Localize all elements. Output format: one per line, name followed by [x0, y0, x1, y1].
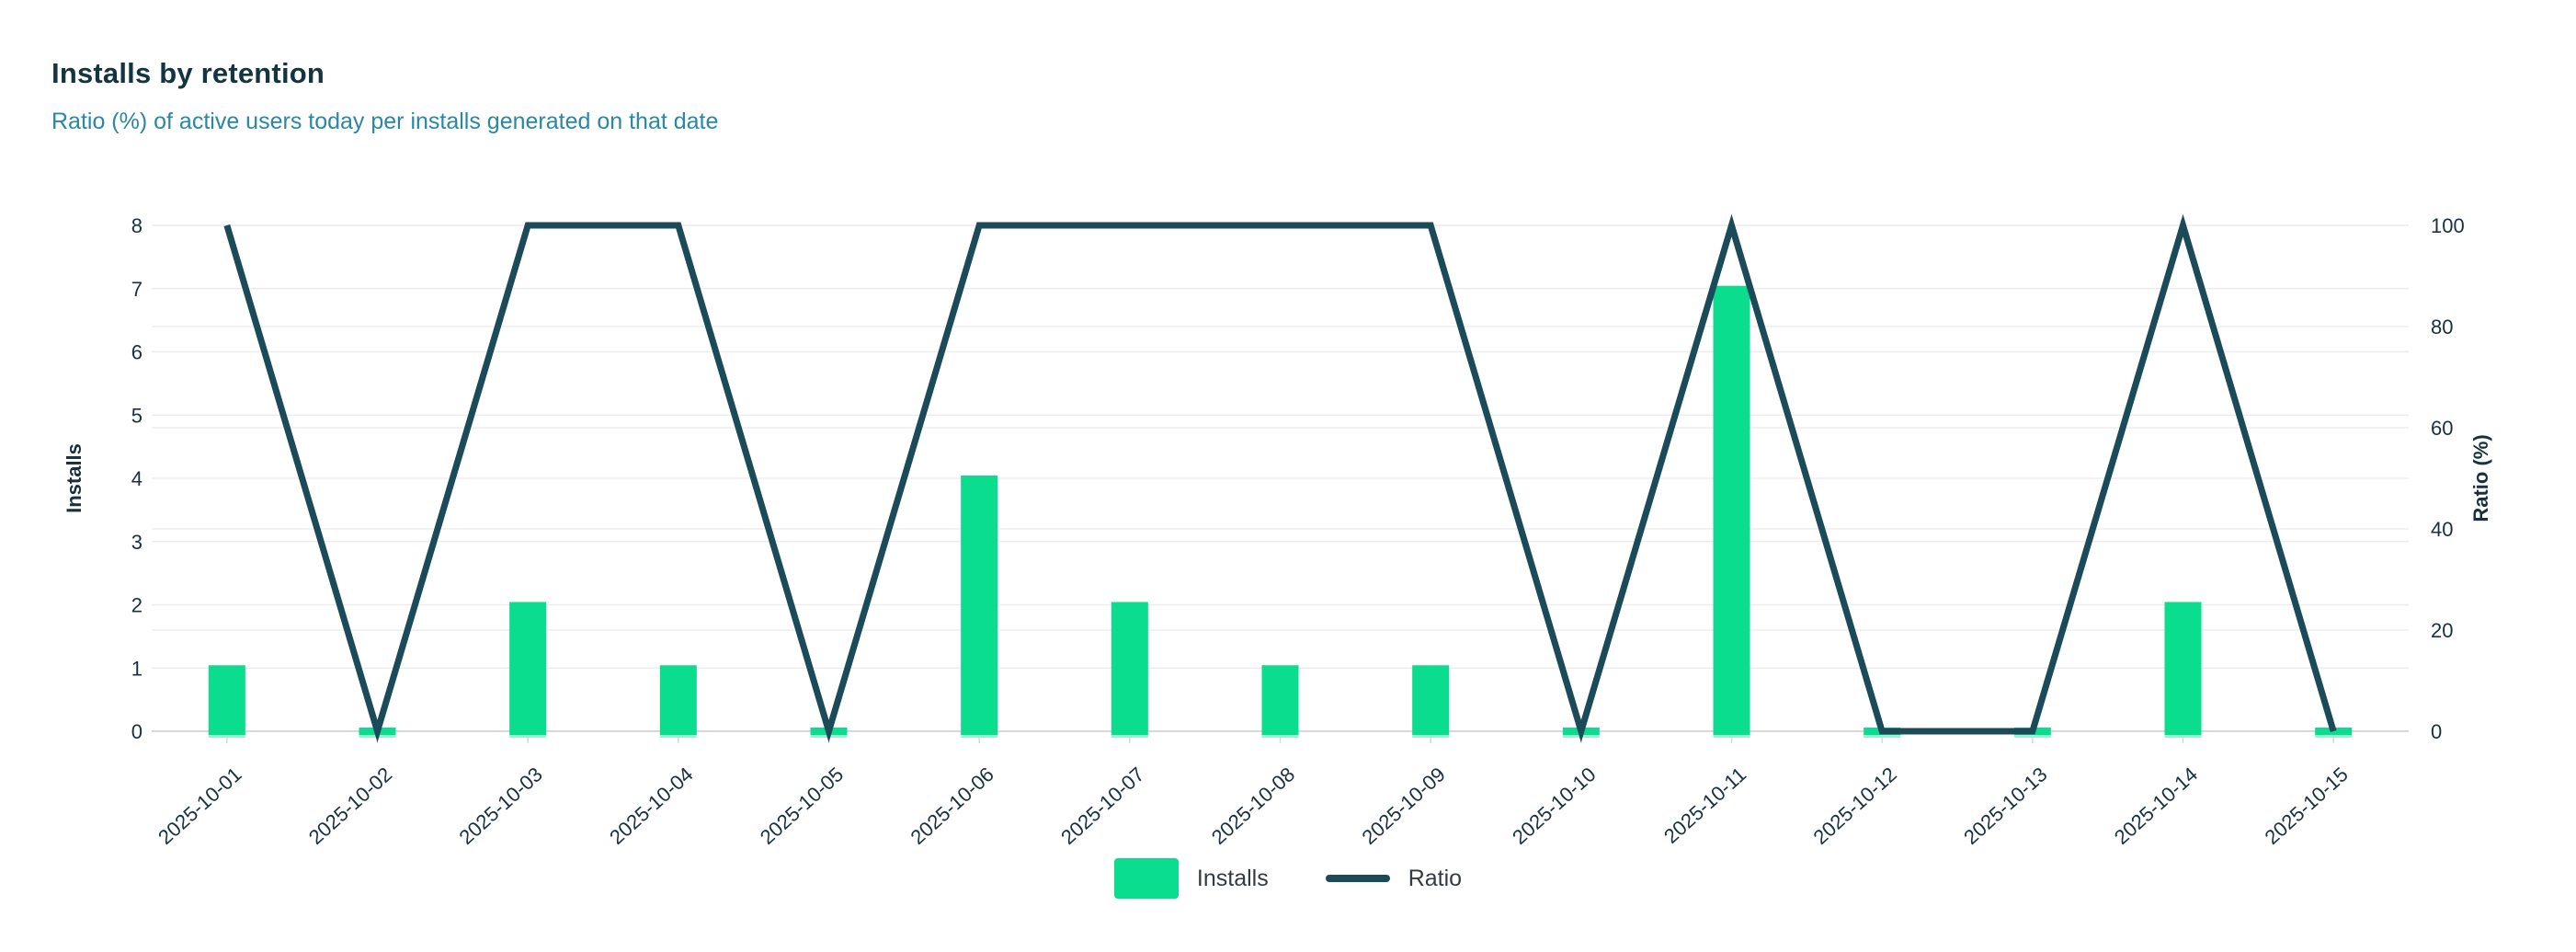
left-axis-tick-label: 1 — [131, 657, 142, 680]
x-axis-tick-label: 2025-10-12 — [1808, 763, 1900, 849]
bar-base-strip — [208, 735, 245, 738]
x-axis-tick-label: 2025-10-04 — [605, 763, 697, 849]
bar-base-strip — [1261, 735, 1299, 738]
bar-2025-10-01[interactable] — [208, 665, 245, 735]
chart-title: Installs by retention — [51, 57, 325, 89]
x-axis-tick-label: 2025-10-09 — [1357, 763, 1449, 849]
bar-2025-10-08[interactable] — [1261, 665, 1299, 735]
left-axis-tick-label: 3 — [131, 531, 142, 554]
x-axis-tick-label: 2025-10-03 — [454, 763, 546, 849]
right-axis-tick-label: 80 — [2431, 315, 2453, 338]
x-axis-tick-label: 2025-10-14 — [2110, 763, 2202, 849]
left-axis-tick-label: 4 — [131, 467, 142, 490]
left-axis-tick-label: 7 — [131, 278, 142, 301]
bar-base-strip — [1864, 735, 1901, 738]
x-axis-tick-label: 2025-10-02 — [304, 763, 396, 849]
x-axis-tick-label: 2025-10-10 — [1508, 763, 1600, 849]
right-axis-tick-label: 100 — [2431, 214, 2465, 237]
chart-subtitle: Ratio (%) of active users today per inst… — [51, 109, 719, 134]
x-axis-tick-label: 2025-10-06 — [906, 763, 997, 849]
ratio-line[interactable] — [223, 213, 2337, 743]
bar-base-strip — [659, 735, 697, 738]
right-axis-tick-label: 60 — [2431, 417, 2453, 440]
left-axis-tick-label: 6 — [131, 341, 142, 364]
left-axis-tick-label: 5 — [131, 404, 142, 427]
bar-2025-10-03[interactable] — [509, 602, 547, 736]
bar-base-strip — [2164, 735, 2202, 738]
left-axis-tick-label: 0 — [131, 720, 142, 743]
bar-base-strip — [1111, 735, 1148, 738]
installs-bar-swatch — [1113, 858, 1179, 899]
bar-base-strip — [1412, 735, 1450, 738]
bar-2025-10-09[interactable] — [1412, 665, 1450, 735]
bar-2025-10-11[interactable] — [1713, 285, 1750, 735]
legend-item-installs[interactable]: Installs — [1113, 858, 1269, 899]
left-axis-tick-label: 8 — [131, 214, 142, 237]
x-axis-tick-label: 2025-10-13 — [1959, 763, 2051, 849]
chart-legend: Installs Ratio — [0, 856, 2576, 900]
bar-base-strip — [2013, 735, 2051, 738]
bar-2025-10-14[interactable] — [2164, 602, 2202, 736]
x-axis-tick-label: 2025-10-01 — [154, 763, 245, 849]
x-axis-tick-label: 2025-10-05 — [756, 763, 848, 849]
right-axis-tick-label: 20 — [2431, 619, 2453, 642]
legend-item-ratio[interactable]: Ratio — [1325, 865, 1463, 892]
bar-2025-10-06[interactable] — [961, 476, 998, 735]
right-axis-tick-label: 40 — [2431, 518, 2453, 541]
left-axis-tick-label: 2 — [131, 594, 142, 617]
right-axis-title: Ratio (%) — [2469, 434, 2492, 522]
bar-base-strip — [961, 735, 998, 738]
ratio-line-swatch — [1325, 875, 1390, 882]
bar-2025-10-07[interactable] — [1111, 602, 1148, 736]
legend-label: Ratio — [1408, 865, 1463, 891]
right-axis-tick-label: 0 — [2431, 720, 2442, 743]
x-axis-tick-label: 2025-10-15 — [2260, 763, 2352, 849]
bar-base-strip — [1713, 735, 1750, 738]
bar-2025-10-04[interactable] — [659, 665, 697, 735]
x-axis-tick-label: 2025-10-07 — [1056, 763, 1148, 849]
left-axis-title: Installs — [63, 443, 85, 513]
x-axis-tick-label: 2025-10-11 — [1659, 763, 1750, 848]
legend-label: Installs — [1196, 865, 1269, 891]
x-axis-tick-label: 2025-10-08 — [1207, 763, 1299, 849]
bar-base-strip — [509, 735, 547, 738]
bar-base-strip — [2315, 735, 2353, 738]
